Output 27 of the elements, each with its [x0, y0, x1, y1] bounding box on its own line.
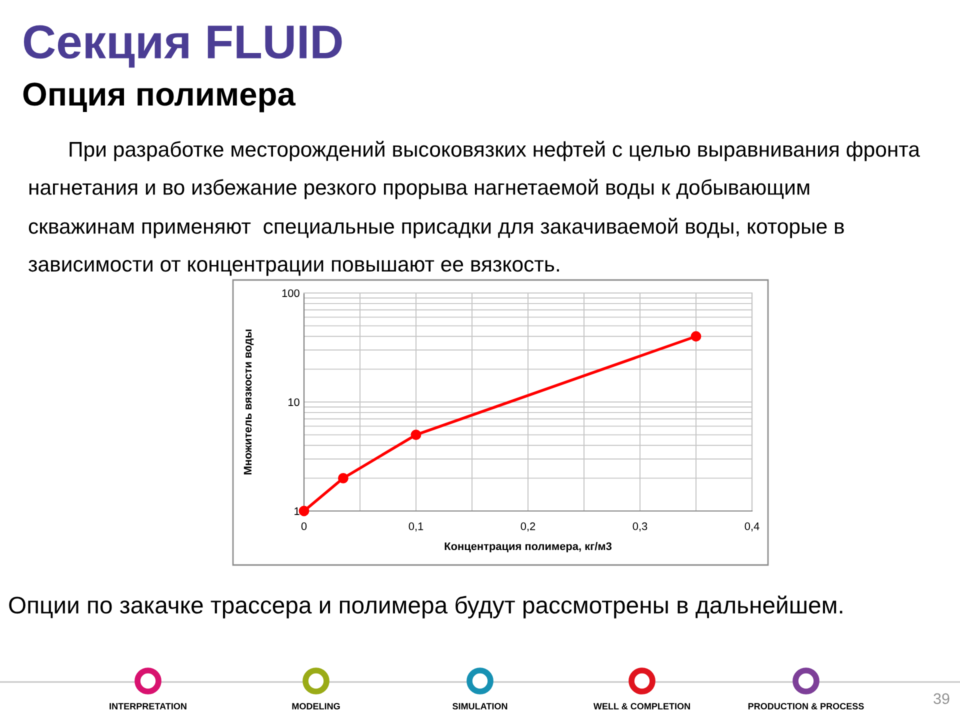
- text: нагнетания и во избежание резкого прорыва нагнетаемой воды к добывающим: [29, 178, 810, 200]
- x-tick-label: 0,2: [520, 522, 536, 532]
- x-tick-label: 0,4: [744, 522, 760, 532]
- x-tick-label: 0: [301, 522, 307, 530]
- point: [298, 506, 310, 516]
- point: [690, 331, 702, 342]
- text: Опции по закачке трассера и полимера будут рассмотрены в дальнейшем.: [9, 596, 842, 618]
- chart-title: Секция FLUID: [24, 25, 342, 68]
- text: MODELING: [292, 703, 340, 710]
- chart-subtitle: Опция полимера: [23, 82, 296, 112]
- point: [410, 430, 422, 440]
- text: SIMULATION: [452, 703, 508, 710]
- y-tick-label: 1: [294, 507, 300, 515]
- text: скважинам применяют специальные присадки для закачиваемой воды, которые в: [28, 218, 844, 238]
- x-tick-label: 0,1: [408, 522, 424, 532]
- text: WELL & COMPLETION: [593, 703, 690, 710]
- point: [338, 472, 348, 484]
- text: INTERPRETATION: [110, 703, 186, 710]
- text: 39: [934, 693, 950, 704]
- text: При разработке месторождений высоковязких нефтей с целью выравнивания фронта: [70, 140, 920, 162]
- x-axis-title: Концентрация полимера, кг/м3: [444, 542, 612, 552]
- x-tick-label: 0,3: [632, 522, 648, 532]
- y-axis-title: Множитель вязкости воды: [244, 330, 254, 474]
- y-tick-label: 10: [288, 398, 300, 406]
- text: зависимости от концентрации повышают ее вязкость.: [28, 260, 559, 276]
- text: PRODUCTION & PROCESS: [748, 703, 864, 710]
- y-tick-label: 100: [282, 289, 300, 298]
